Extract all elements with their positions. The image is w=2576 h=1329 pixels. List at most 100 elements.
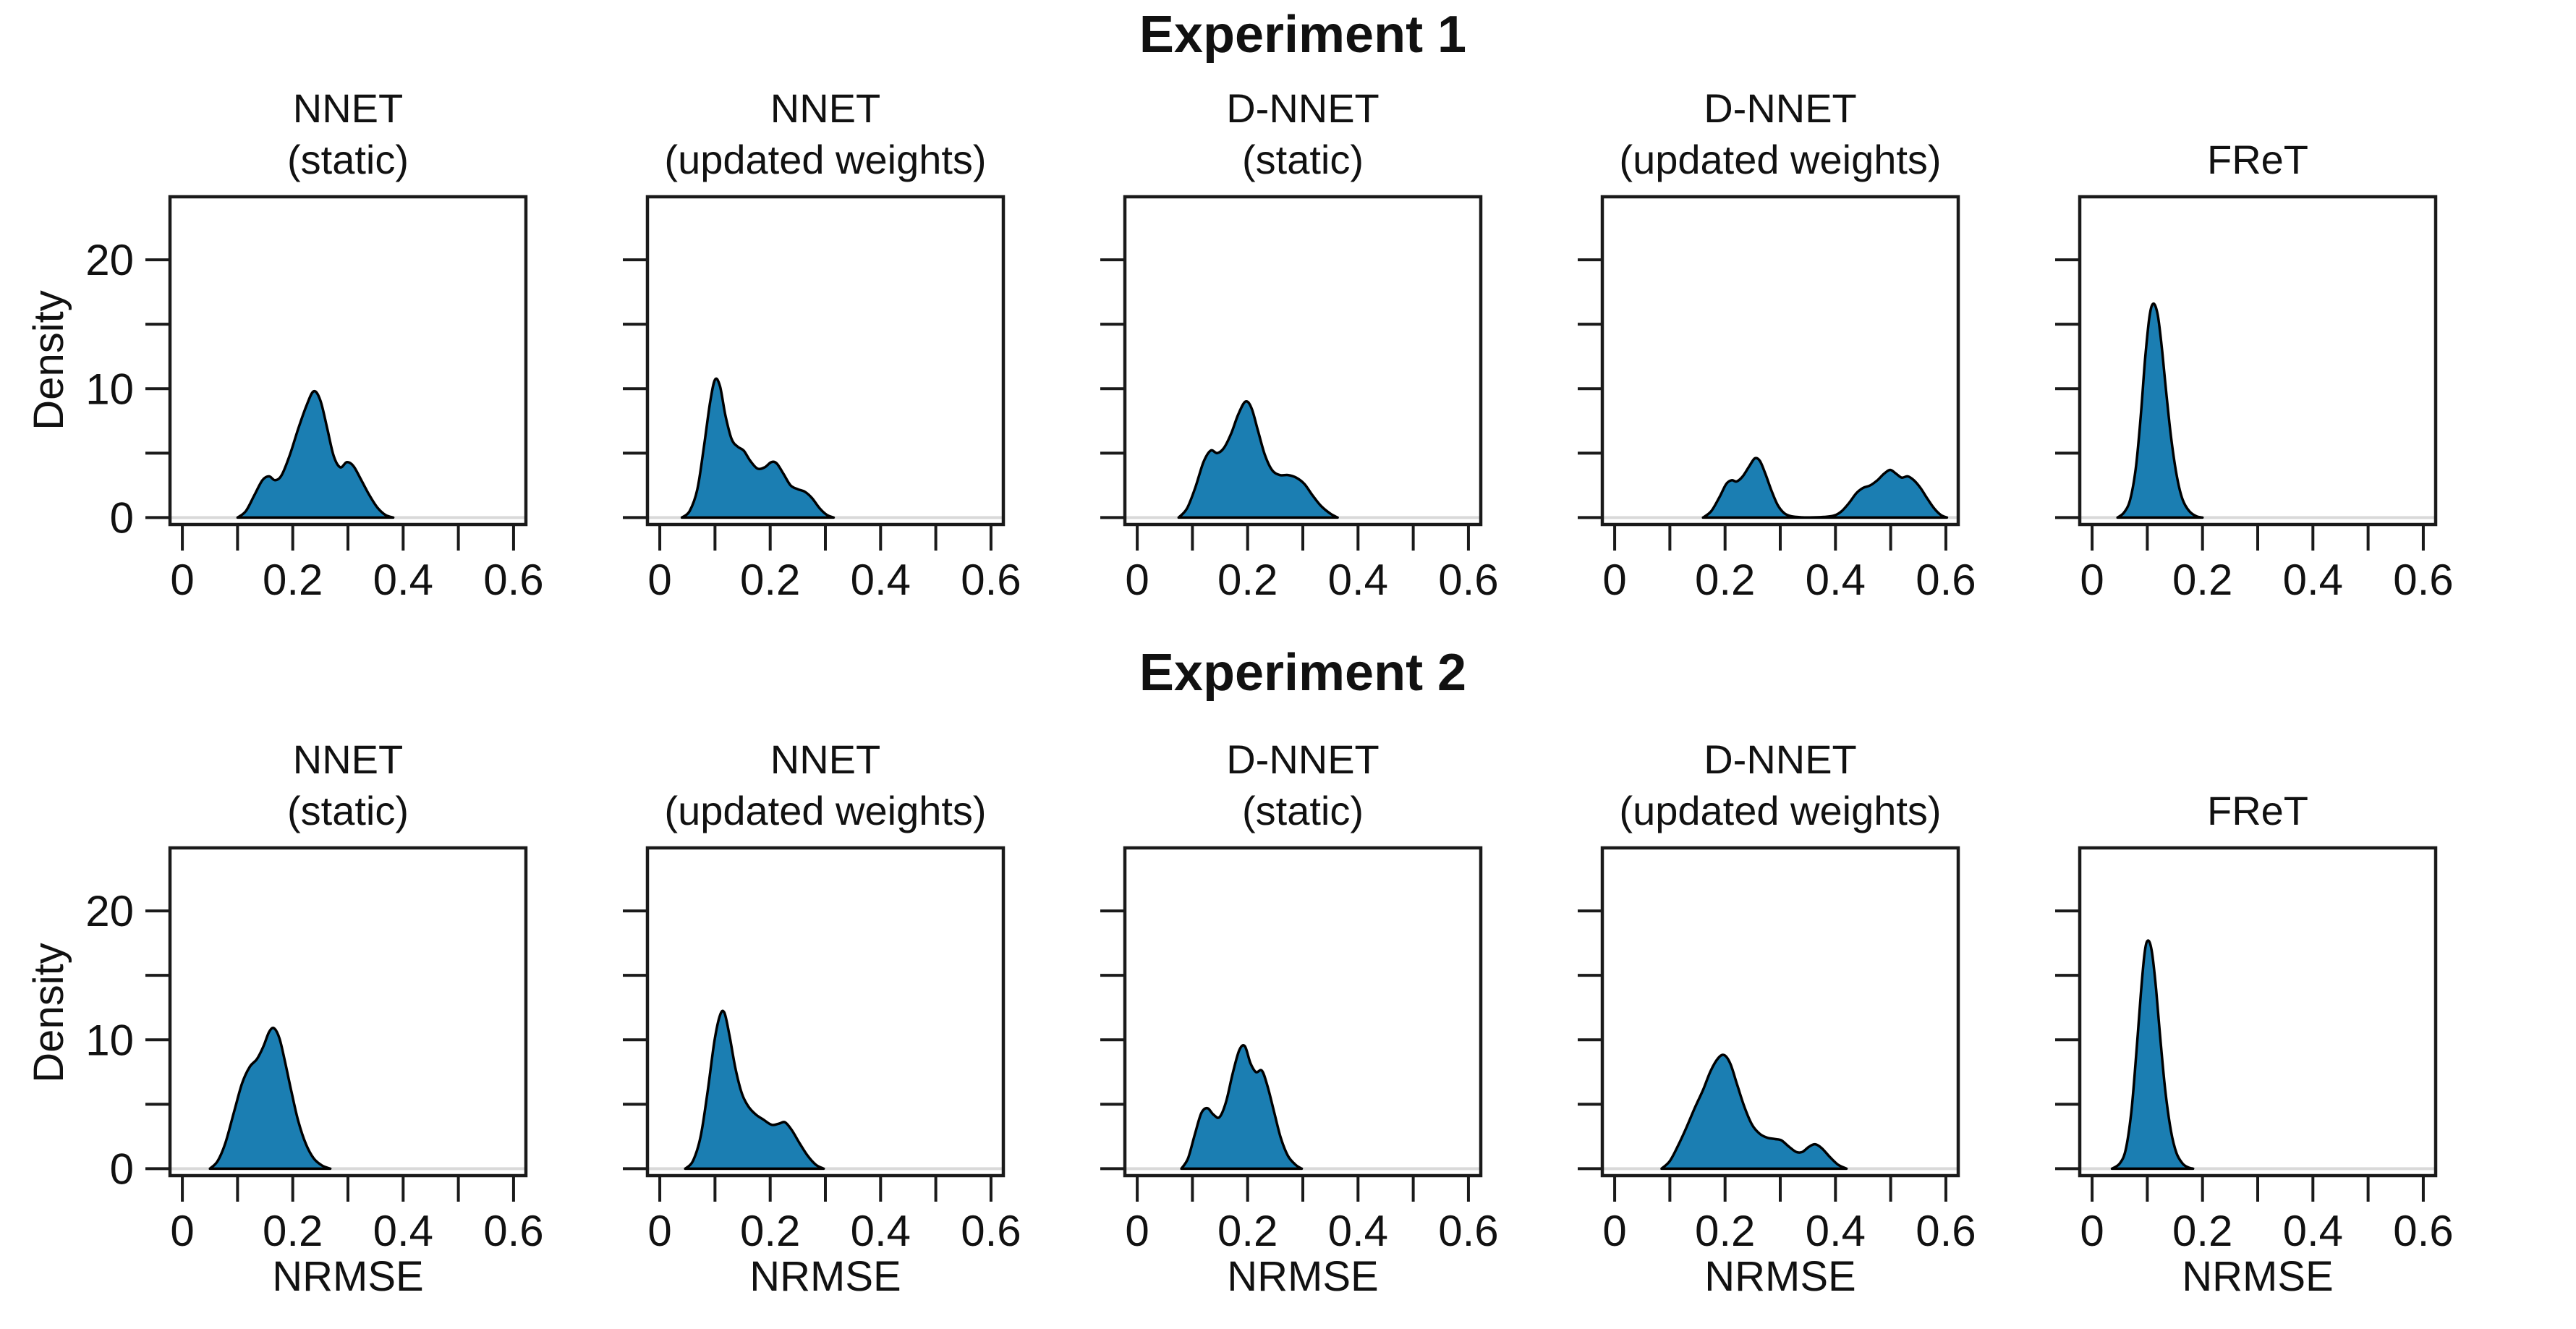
svg-text:0: 0: [170, 1207, 194, 1255]
svg-text:0: 0: [110, 1145, 134, 1193]
svg-text:0.2: 0.2: [1695, 556, 1755, 604]
svg-text:0.2: 0.2: [1695, 1207, 1755, 1255]
svg-text:0: 0: [1125, 556, 1149, 604]
experiment-2-title: Experiment 2: [1139, 644, 1467, 702]
svg-text:0: 0: [1125, 1207, 1149, 1255]
svg-text:0.4: 0.4: [1806, 556, 1866, 604]
panel-subtitle: (updated weights): [664, 137, 987, 182]
svg-text:0.2: 0.2: [1217, 556, 1278, 604]
panel-title: D-NNET: [1226, 85, 1380, 131]
panel-exp2-fret: FReT 0 0.2 0.4 0.6 NRMSE: [2055, 687, 2454, 1324]
panel-exp2-dnnet-updated: D-NNET (updated weights) 0 0.2 0.4 0.6 NRMS…: [1578, 687, 1976, 1324]
svg-text:0.6: 0.6: [1438, 556, 1498, 604]
density-plot: 0 0.2 0.4 0.6: [1100, 846, 1499, 1255]
svg-text:0.2: 0.2: [263, 556, 323, 604]
svg-text:0.6: 0.6: [961, 1207, 1021, 1255]
panel-exp1-dnnet-updated: D-NNET (updated weights) 0 0.2 0.4 0.6: [1578, 36, 1976, 673]
panel-title-block: D-NNET (static): [1063, 36, 1543, 185]
svg-text:0.6: 0.6: [483, 1207, 543, 1255]
svg-text:0.4: 0.4: [2283, 556, 2343, 604]
y-axis-title-row1: Density: [25, 290, 72, 430]
density-plot: 0 0.2 0.4 0.6 0 10 20: [85, 846, 544, 1255]
svg-text:0: 0: [1602, 556, 1626, 604]
svg-text:0.2: 0.2: [263, 1207, 323, 1255]
panel-subtitle: (static): [1242, 788, 1364, 833]
density-plot: 0 0.2 0.4 0.6: [2055, 846, 2454, 1255]
svg-text:0: 0: [170, 556, 194, 604]
panel-title: FReT: [2207, 137, 2308, 182]
svg-text:0.4: 0.4: [1806, 1207, 1866, 1255]
svg-text:10: 10: [85, 365, 134, 413]
svg-text:0: 0: [2080, 1207, 2104, 1255]
svg-text:0.6: 0.6: [483, 556, 543, 604]
panel-exp2-nnet-updated: NNET (updated weights) 0 0.2 0.4 0.6 NRMSE: [623, 687, 1021, 1324]
panel-title-block: NNET (static): [108, 687, 588, 836]
panel-title: NNET: [770, 85, 881, 131]
panel-title-block: NNET (updated weights): [585, 687, 1066, 836]
svg-text:0.6: 0.6: [1916, 1207, 1976, 1255]
panel-title: D-NNET: [1704, 85, 1857, 131]
panel-exp2-dnnet-static: D-NNET (static) 0 0.2 0.4 0.6 NRMSE: [1100, 687, 1499, 1324]
panel-subtitle: (static): [287, 137, 409, 182]
svg-text:0.6: 0.6: [961, 556, 1021, 604]
panel-title-block: NNET (updated weights): [585, 36, 1066, 185]
density-plot: 0 0.2 0.4 0.6 0 10 20: [85, 195, 544, 604]
svg-text:0.4: 0.4: [1328, 1207, 1388, 1255]
svg-text:0.2: 0.2: [740, 556, 800, 604]
svg-text:0.2: 0.2: [1217, 1207, 1278, 1255]
svg-text:0.4: 0.4: [2283, 1207, 2343, 1255]
panel-exp1-nnet-static: NNET (static) 0 0.2 0.4 0.6 0 10 20: [85, 36, 544, 673]
x-axis-title: NRMSE: [2182, 1253, 2334, 1300]
svg-text:0.4: 0.4: [851, 1207, 911, 1255]
experiment-1-title: Experiment 1: [1139, 6, 1467, 64]
density-plot: 0 0.2 0.4 0.6: [623, 195, 1021, 604]
svg-text:0.6: 0.6: [1916, 556, 1976, 604]
panel-title-block: FReT: [2018, 36, 2498, 185]
panel-title: NNET: [770, 736, 881, 782]
density-plot: 0 0.2 0.4 0.6: [623, 846, 1021, 1255]
panel-title-block: D-NNET (updated weights): [1540, 36, 2020, 185]
panel-subtitle: (updated weights): [664, 788, 987, 833]
density-plot: 0 0.2 0.4 0.6: [1100, 195, 1499, 604]
x-axis-title: NRMSE: [272, 1253, 424, 1300]
panel-title-block: D-NNET (static): [1063, 687, 1543, 836]
svg-text:0.2: 0.2: [2172, 1207, 2232, 1255]
density-plot: 0 0.2 0.4 0.6: [1578, 195, 1976, 604]
svg-text:0.6: 0.6: [2393, 1207, 2453, 1255]
svg-text:0.6: 0.6: [2393, 556, 2453, 604]
panel-title: D-NNET: [1226, 736, 1380, 782]
panel-title: NNET: [292, 85, 404, 131]
panel-exp1-nnet-updated: NNET (updated weights) 0 0.2 0.4 0.6: [623, 36, 1021, 673]
y-axis-title-row2: Density: [25, 943, 72, 1083]
panel-title-block: D-NNET (updated weights): [1540, 687, 2020, 836]
svg-text:0: 0: [1602, 1207, 1626, 1255]
svg-text:20: 20: [85, 887, 134, 935]
panel-subtitle: (static): [287, 788, 409, 833]
svg-text:0: 0: [110, 493, 134, 542]
panel-exp1-fret: FReT 0 0.2 0.4 0.6: [2055, 36, 2454, 673]
panel-subtitle: (static): [1242, 137, 1364, 182]
svg-text:10: 10: [85, 1016, 134, 1064]
svg-text:0.4: 0.4: [1328, 556, 1388, 604]
svg-text:0.2: 0.2: [2172, 556, 2232, 604]
svg-text:0.4: 0.4: [373, 1207, 433, 1255]
svg-text:0.4: 0.4: [373, 556, 433, 604]
x-axis-title: NRMSE: [1704, 1253, 1856, 1300]
density-plot: 0 0.2 0.4 0.6: [1578, 846, 1976, 1255]
x-axis-title: NRMSE: [749, 1253, 901, 1300]
panel-subtitle: (updated weights): [1619, 788, 1942, 833]
panel-title: NNET: [292, 736, 404, 782]
panel-exp1-dnnet-static: D-NNET (static) 0 0.2 0.4 0.6: [1100, 36, 1499, 673]
svg-text:20: 20: [85, 236, 134, 284]
panel-subtitle: (updated weights): [1619, 137, 1942, 182]
svg-text:0: 0: [2080, 556, 2104, 604]
svg-text:0.4: 0.4: [851, 556, 911, 604]
panel-title: FReT: [2207, 788, 2308, 833]
svg-text:0: 0: [647, 1207, 671, 1255]
x-axis-title: NRMSE: [1227, 1253, 1379, 1300]
panel-exp2-nnet-static: NNET (static) 0 0.2 0.4 0.6 0 10 20 NRMSE: [85, 687, 544, 1324]
svg-text:0: 0: [647, 556, 671, 604]
panel-title-block: NNET (static): [108, 36, 588, 185]
panel-title: D-NNET: [1704, 736, 1857, 782]
